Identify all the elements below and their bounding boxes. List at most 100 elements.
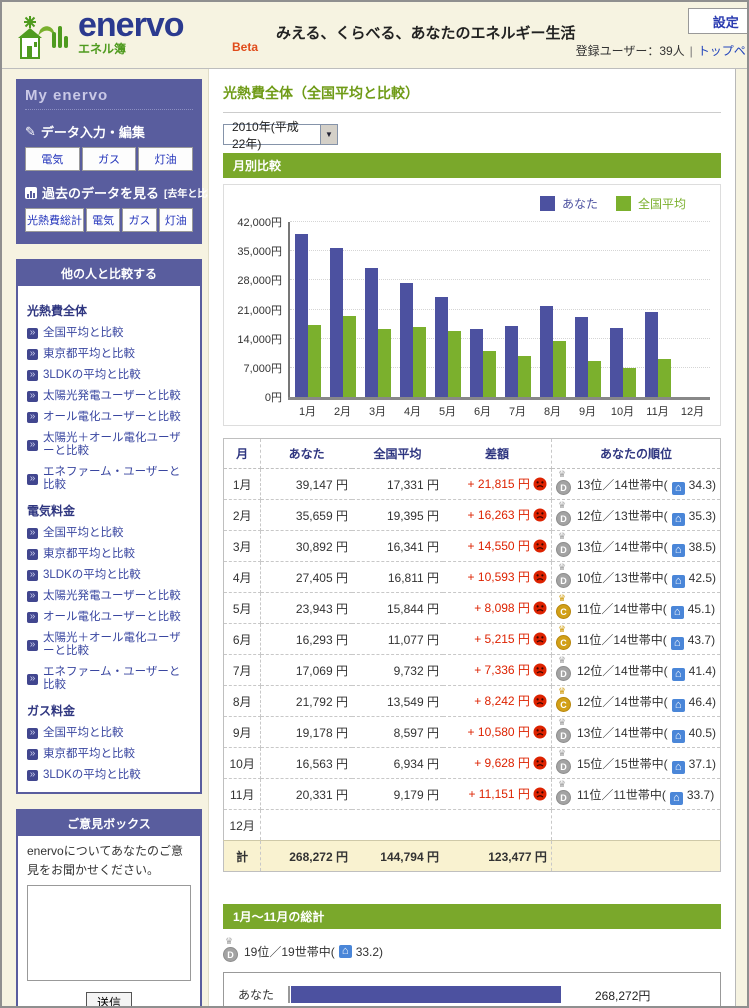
feedback-textarea[interactable] [27, 885, 191, 982]
rank-medal-icon: ♛ D [555, 469, 573, 495]
enervo-logo[interactable]: enervo エネル簿 Beta [16, 8, 258, 68]
compare-link[interactable]: » 東京都平均と比較 [27, 548, 191, 561]
sad-face-icon [533, 539, 547, 556]
cell-you: 35,659 円 [260, 499, 352, 531]
compare-link[interactable]: » 3LDKの平均と比較 [27, 569, 191, 582]
compare-link[interactable]: » オール電化ユーザーと比較 [27, 411, 191, 424]
settings-button[interactable]: 設定 [688, 9, 747, 33]
crown-icon: ♛ [557, 499, 567, 510]
compare-link[interactable]: » 太陽光発電ユーザーと比較 [27, 590, 191, 603]
bar-全国平均-9月 [587, 361, 601, 397]
breadcrumb-bullet-icon: » [27, 349, 38, 360]
cell-diff: + 14,550 円 [443, 530, 552, 562]
breadcrumb-bullet-icon: » [27, 749, 38, 760]
compare-link[interactable]: » エネファーム・ユーザーと比較 [27, 666, 191, 692]
breadcrumb-bullet-icon: » [27, 528, 38, 539]
breadcrumb-bullet-icon: » [27, 328, 38, 339]
compare-link[interactable]: » 東京都平均と比較 [27, 748, 191, 761]
past-data-label: 過去のデータを見る [42, 186, 160, 201]
gridline [290, 221, 710, 222]
past-data-button-灯油[interactable]: 灯油 [158, 208, 193, 232]
feedback-description: enervoについてあなたのご意見をお聞かせください。 [27, 844, 183, 877]
bar-あなた-3月 [364, 268, 378, 397]
compare-link[interactable]: » 東京都平均と比較 [27, 348, 191, 361]
x-axis-label: 9月 [578, 406, 597, 418]
table-row-9月: 9月 19,178 円 8,597 円 + 10,580 円 ♛ D 13位／14世帯中(⌂… [223, 716, 721, 748]
y-axis-tick-label: 7,000円 [243, 362, 282, 375]
compare-link-label: 全国平均と比較 [43, 727, 124, 739]
top-page-link[interactable]: トップページ [697, 44, 747, 58]
past-data-button-光熱費総計[interactable]: 光熱費総計 [25, 208, 84, 232]
feedback-submit-button[interactable]: 送信 [85, 992, 132, 1006]
diff-value: + 10,580 円 [467, 724, 530, 739]
grade-letter: C [555, 603, 571, 619]
cell-you: 17,069 円 [260, 654, 352, 686]
past-data-button-ガス[interactable]: ガス [122, 208, 157, 232]
y-axis-tick-label: 28,000円 [237, 275, 282, 288]
diff-value: + 16,263 円 [467, 507, 530, 522]
cell-you: 23,943 円 [260, 592, 352, 624]
y-axis-tick-label: 35,000円 [237, 246, 282, 259]
x-axis-line [288, 397, 710, 400]
cell-rank: ♛ D 12位／13世帯中(⌂ 35.3) [551, 499, 721, 531]
crown-icon: ♛ [557, 623, 567, 634]
col-header-you: あなた [260, 438, 352, 469]
cell-rank: ♛ D 15位／15世帯中(⌂ 37.1) [551, 747, 721, 779]
crown-icon: ♛ [557, 561, 567, 572]
table-row-3月: 3月 30,892 円 16,341 円 + 14,550 円 ♛ D 13位／14世帯中(… [223, 530, 721, 562]
cell-national: 9,179 円 [351, 778, 443, 810]
cell-month: 1月 [223, 468, 262, 500]
bar-あなた-5月 [434, 297, 448, 397]
x-axis-label: 11月 [646, 406, 669, 418]
rank-medal-icon: ♛ D [555, 655, 573, 681]
data-entry-button-電気[interactable]: 電気 [25, 147, 80, 171]
bar-あなた-11月 [644, 312, 658, 397]
data-entry-button-灯油[interactable]: 灯油 [138, 147, 194, 171]
breadcrumb-bullet-icon: » [27, 770, 38, 781]
cell-month: 4月 [223, 561, 262, 593]
bar-全国平均-3月 [377, 328, 391, 397]
bar-group-3月 [360, 222, 395, 397]
cell-you: 19,178 円 [260, 716, 352, 748]
cell-rank: ♛ D 13位／14世帯中(⌂ 34.3) [551, 468, 721, 500]
table-row-5月: 5月 23,943 円 15,844 円 + 8,098 円 ♛ C 11位／14世帯中(⌂… [223, 592, 721, 624]
chart-plot-area [288, 221, 710, 400]
cell-diff: + 21,815 円 [443, 468, 552, 500]
cell-rank: ♛ D 13位／14世帯中(⌂ 38.5) [551, 530, 721, 562]
compare-link[interactable]: » 全国平均と比較 [27, 727, 191, 740]
feedback-panel: ご意見ボックス enervoについてあなたのご意見をお聞かせください。 送信 [16, 809, 202, 1006]
compare-link[interactable]: » 全国平均と比較 [27, 527, 191, 540]
x-axis-label: 8月 [543, 406, 562, 418]
table-row-6月: 6月 16,293 円 11,077 円 + 5,215 円 ♛ C 11位／14世帯中(⌂… [223, 623, 721, 655]
pencil-icon: ✎ [25, 123, 36, 139]
sad-face-icon [533, 508, 547, 525]
past-data-button-電気[interactable]: 電気 [86, 208, 121, 232]
legend-label-national: 全国平均 [637, 197, 686, 211]
compare-link[interactable]: » 3LDKの平均と比較 [27, 369, 191, 382]
compare-link[interactable]: » 太陽光発電ユーザーと比較 [27, 390, 191, 403]
gridline [290, 308, 710, 310]
compare-link[interactable]: » 太陽光＋オール電化ユーザーと比較 [27, 432, 191, 458]
feedback-panel-title: ご意見ボックス [18, 811, 200, 836]
compare-link[interactable]: » オール電化ユーザーと比較 [27, 611, 191, 624]
compare-link[interactable]: » エネファーム・ユーザーと比較 [27, 466, 191, 492]
col-header-national: 全国平均 [351, 438, 443, 469]
cell-rank: ♛ D 11位／11世帯中(⌂ 33.7) [551, 778, 721, 810]
compare-link[interactable]: » 全国平均と比較 [27, 327, 191, 340]
cell-national: 8,597 円 [351, 716, 443, 748]
house-icon: ⌂ [671, 543, 685, 557]
house-icon: ⌂ [671, 760, 685, 774]
grade-letter: D [555, 665, 571, 681]
year-select[interactable]: 2010年(平成22年) ▼ [223, 120, 338, 151]
data-entry-button-ガス[interactable]: ガス [81, 147, 137, 171]
sad-face-icon [533, 570, 547, 587]
compare-link[interactable]: » 太陽光＋オール電化ユーザーと比較 [27, 632, 191, 658]
bar-chart-icon [25, 186, 37, 199]
crown-icon: ♛ [557, 778, 567, 789]
x-axis-label: 1月 [298, 406, 317, 418]
my-enervo-panel: My enervo ✎ データ入力・編集 電気 ガス 灯油 過去のデータを見る [去… [16, 79, 221, 244]
compare-link[interactable]: » 3LDKの平均と比較 [27, 769, 191, 782]
breadcrumb-bullet-icon: » [27, 639, 38, 651]
comparison-table: 月 あなた 全国平均 差額 あなたの順位 1月 39,147 円 17,331 円 +… [223, 438, 721, 872]
compare-panel-title: 他の人と比較する [18, 261, 200, 286]
